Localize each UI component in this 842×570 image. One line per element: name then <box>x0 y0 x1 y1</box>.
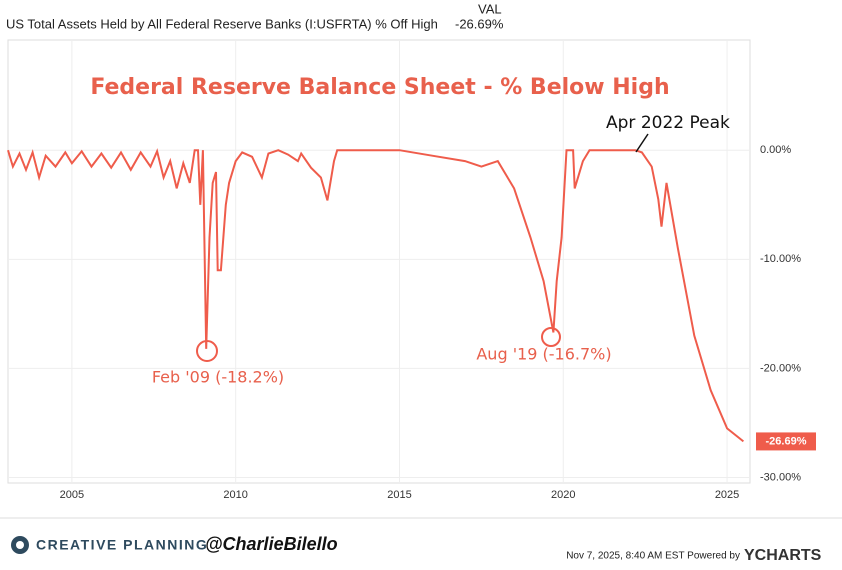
current-value-box <box>756 432 816 451</box>
current-value-label: -26.69% <box>766 435 807 447</box>
chart-title: Federal Reserve Balance Sheet - % Below … <box>90 75 669 100</box>
y-tick-label: -20.00% <box>760 362 801 374</box>
annotation-arrow <box>635 133 649 153</box>
plot-area: 2005 2010 2015 2020 2025 0.00% -10.00% -20.00% -… <box>7 39 801 501</box>
line <box>7 148 745 443</box>
y-tick-label: 0.00% <box>760 144 791 156</box>
y-tick-label: -10.00% <box>760 253 801 265</box>
annotation: Feb '09 (-18.2%) <box>152 368 284 387</box>
x-tick-label: 2010 <box>223 489 247 501</box>
annotation: Apr 2022 Peak <box>606 113 730 133</box>
timestamp: Nov 7, 2025, 8:40 AM EST Powered by <box>566 551 740 562</box>
brand-logo <box>16 541 24 549</box>
handle: @CharlieBilello <box>205 534 338 554</box>
current-value: -26.69% <box>455 16 504 31</box>
annotation-circle <box>541 327 561 347</box>
series-name: US Total Assets Held by All Federal Rese… <box>6 16 438 31</box>
y-tick-label: -30.00% <box>760 471 801 483</box>
annotation-circle <box>196 340 218 362</box>
source: YCHARTS <box>744 547 822 564</box>
x-tick-label: 2020 <box>551 489 575 501</box>
plot-border <box>7 39 751 484</box>
column-header: VAL <box>478 1 502 16</box>
brand: CREATIVE PLANNING <box>36 537 208 553</box>
x-tick-label: 2025 <box>715 489 739 501</box>
annotation: Aug '19 (-16.7%) <box>476 345 611 364</box>
x-tick-label: 2005 <box>60 489 84 501</box>
x-tick-label: 2015 <box>387 489 411 501</box>
